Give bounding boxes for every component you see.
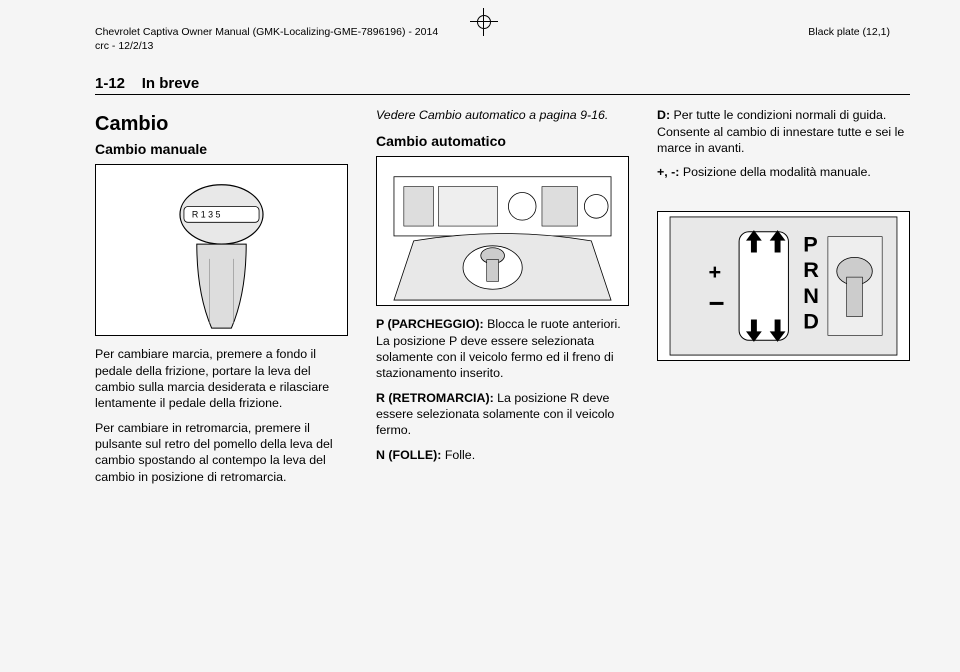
- plate-label: Black plate (12,1): [808, 26, 890, 53]
- heading-auto: Cambio automatico: [376, 132, 629, 150]
- def-d-text: Per tutte le condizioni normali di guida…: [657, 108, 904, 155]
- def-r: R (RETROMARCIA): La posizione R deve ess…: [376, 390, 629, 439]
- def-pm-label: +, -:: [657, 165, 679, 179]
- section-header: 1-12 In breve: [95, 75, 910, 95]
- svg-text:N: N: [803, 283, 819, 308]
- def-p: P (PARCHEGGIO): Blocca le ruote anterior…: [376, 316, 629, 382]
- heading-cambio: Cambio: [95, 111, 348, 137]
- def-n-label: N (FOLLE):: [376, 448, 441, 462]
- see-ref: Vedere Cambio automatico a pagina 9-16.: [376, 108, 608, 122]
- def-r-label: R (RETROMARCIA):: [376, 391, 494, 405]
- doc-id-line2: crc - 12/2/13: [95, 40, 153, 52]
- svg-text:R 1 3 5: R 1 3 5: [192, 210, 221, 220]
- illustration-console: [376, 156, 629, 306]
- illustration-gear-knob: R 1 3 5: [95, 164, 348, 336]
- def-p-label: P (PARCHEGGIO):: [376, 317, 484, 331]
- def-n-text: Folle.: [441, 448, 475, 462]
- svg-text:D: D: [803, 308, 819, 333]
- section-title: In breve: [142, 75, 200, 92]
- def-d-label: D:: [657, 108, 670, 122]
- def-pm-text: Posizione della modalità manuale.: [679, 165, 870, 179]
- para-shift: Per cambiare marcia, premere a fondo il …: [95, 346, 348, 412]
- para-reverse: Per cambiare in retromarcia, premere il …: [95, 420, 348, 486]
- def-d: D: Per tutte le condizioni normali di gu…: [657, 107, 910, 156]
- def-plusminus: +, -: Posizione della modalità manuale.: [657, 164, 910, 180]
- def-n: N (FOLLE): Folle.: [376, 447, 629, 463]
- svg-text:R: R: [803, 257, 819, 282]
- svg-text:+: +: [709, 259, 722, 284]
- svg-text:−: −: [709, 287, 725, 318]
- svg-text:P: P: [803, 231, 817, 256]
- doc-id-line1: Chevrolet Captiva Owner Manual (GMK-Loca…: [95, 26, 438, 38]
- section-num: 1-12: [95, 75, 125, 92]
- illustration-prnd: P R N D + −: [657, 211, 910, 361]
- heading-manuale: Cambio manuale: [95, 140, 348, 158]
